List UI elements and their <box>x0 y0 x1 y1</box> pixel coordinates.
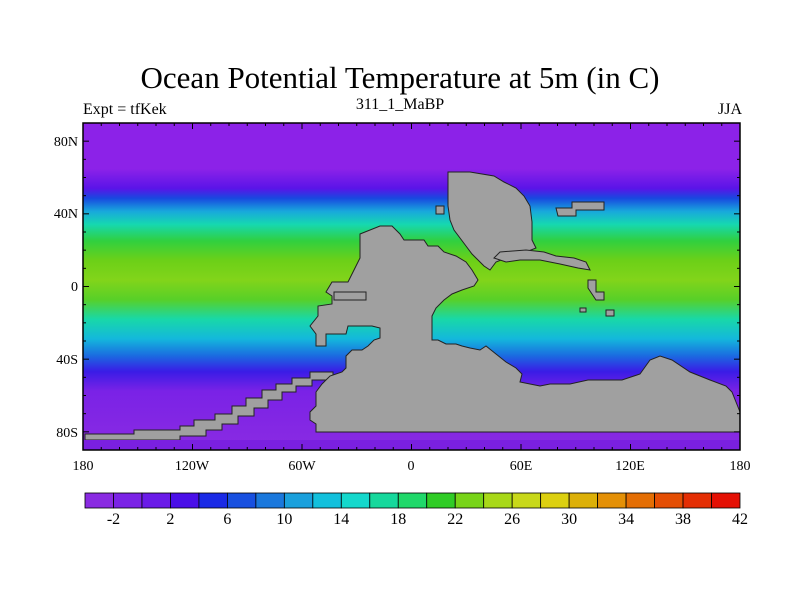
colorbar-label: 34 <box>618 511 634 528</box>
colorbar-label: 2 <box>166 511 174 528</box>
lon-label-120w: 120W <box>175 459 210 474</box>
colorbar-swatch <box>654 492 684 509</box>
colorbar-swatch <box>568 492 599 509</box>
colorbar-swatch <box>198 492 228 509</box>
lon-axis: 180 120W 60W 0 60E 120E 180 <box>73 459 751 474</box>
colorbar-swatch <box>170 492 200 509</box>
antarctic-land <box>84 371 334 441</box>
colorbar-swatch <box>511 492 542 509</box>
colorbar-label: 10 <box>276 511 292 528</box>
colorbar-swatch <box>397 492 428 509</box>
lat-label-80n: 80N <box>54 135 78 150</box>
island-east-b <box>579 307 587 313</box>
lon-label-60e: 60E <box>510 459 533 474</box>
run-label: 311_1_MaBP <box>355 96 445 113</box>
island-gulf <box>333 291 367 301</box>
lon-label-120e: 120E <box>615 459 645 474</box>
island-north-b <box>555 201 605 217</box>
colorbar-swatch <box>625 492 655 509</box>
colorbar-label: 22 <box>447 511 463 528</box>
colorbar-swatch <box>113 492 143 509</box>
colorbar-swatch <box>540 492 570 509</box>
colorbar-label: 6 <box>223 511 231 528</box>
colorbar-label: 38 <box>675 511 691 528</box>
colorbar-swatch <box>597 492 627 509</box>
lat-label-40n: 40N <box>54 207 78 222</box>
island-east-c <box>605 309 615 317</box>
colorbar-swatch <box>84 492 114 509</box>
colorbar-swatch <box>255 492 285 509</box>
colorbar-swatch <box>454 492 485 509</box>
lat-label-40s: 40S <box>56 353 78 368</box>
island-east-a <box>587 279 605 301</box>
colorbar-swatch <box>283 492 314 509</box>
colorbar-swatch <box>369 492 399 509</box>
colorbar-swatch <box>312 492 342 509</box>
lon-label-60w: 60W <box>288 459 316 474</box>
colorbar-label: -2 <box>107 511 120 528</box>
continent-west <box>309 225 741 433</box>
island-north-a <box>435 205 445 215</box>
colorbar-label: 18 <box>390 511 406 528</box>
colorbar-swatch <box>711 492 741 509</box>
colorbar-swatch <box>483 492 513 509</box>
colorbar-swatch <box>226 492 257 509</box>
lon-label-180e: 180 <box>730 459 751 474</box>
experiment-label: Expt = tfKek <box>83 101 167 118</box>
colorbar-swatch <box>682 492 712 509</box>
colorbar-label: 30 <box>561 511 577 528</box>
lat-label-80s: 80S <box>56 426 78 441</box>
land-masses <box>84 171 741 441</box>
colorbar-labels: -2 2 6 10 14 18 22 26 30 34 38 42 <box>107 511 748 528</box>
colorbar-label: 14 <box>333 511 349 528</box>
lat-label-0: 0 <box>71 280 78 295</box>
map-title: Ocean Potential Temperature at 5m (in C) <box>140 60 660 95</box>
lon-label-0: 0 <box>408 459 415 474</box>
colorbar-label: 26 <box>504 511 520 528</box>
plot-area <box>82 122 741 451</box>
axis-ticks <box>82 122 741 451</box>
island-east-strip <box>493 249 591 271</box>
colorbar-swatch <box>426 492 456 509</box>
colorbar-swatch <box>340 492 371 509</box>
lon-label-180w: 180 <box>73 459 94 474</box>
lat-axis: 80N 40N 0 40S 80S <box>54 135 78 441</box>
colorbar-label: 42 <box>732 511 748 528</box>
colorbar-swatch <box>141 492 171 509</box>
colorbar <box>84 492 741 509</box>
season-label: JJA <box>717 101 742 118</box>
